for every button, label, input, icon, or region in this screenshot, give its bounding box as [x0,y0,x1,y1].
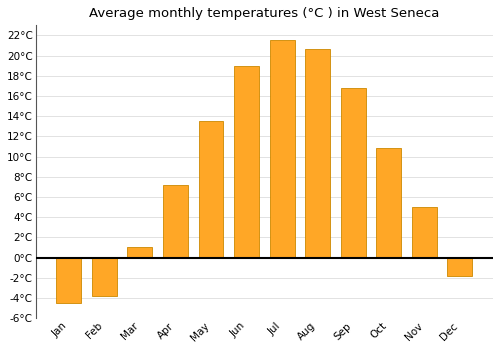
Bar [56,258,82,303]
Bar [270,40,294,258]
Title: Average monthly temperatures (°C ) in West Seneca: Average monthly temperatures (°C ) in We… [89,7,440,20]
Bar [234,66,259,258]
Bar [305,49,330,258]
Bar [412,207,436,258]
Bar [448,258,472,276]
Bar [340,88,365,258]
Bar [376,148,401,258]
Bar [92,258,117,296]
Bar [198,121,224,258]
Bar [163,185,188,258]
Bar [128,247,152,258]
